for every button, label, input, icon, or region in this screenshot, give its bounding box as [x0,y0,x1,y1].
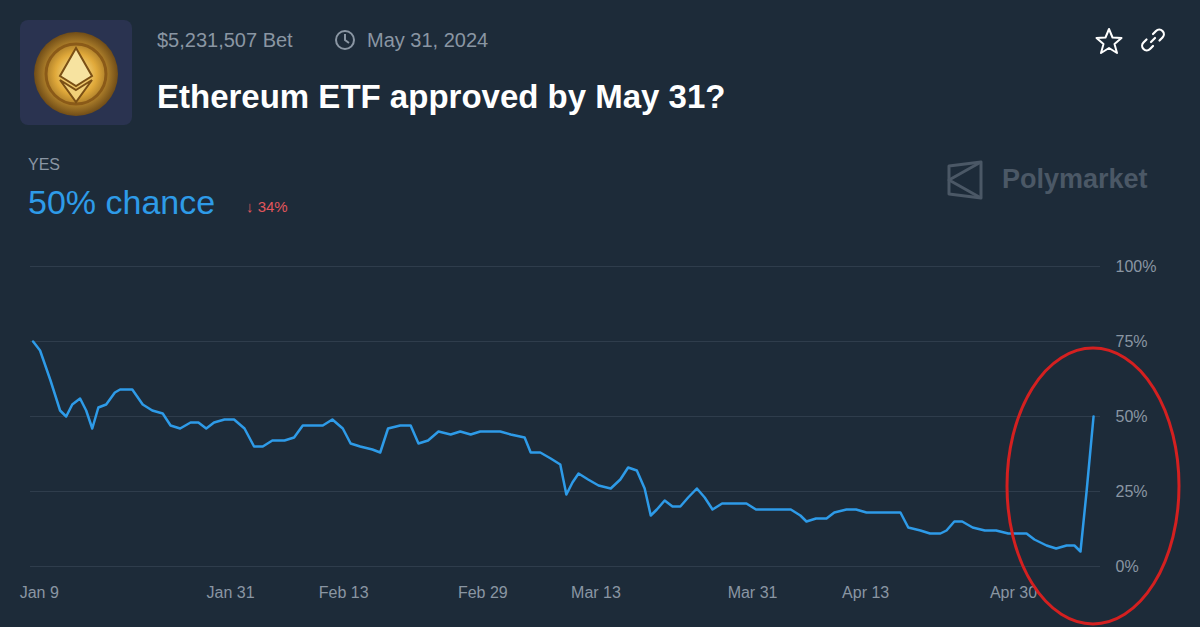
svg-text:100%: 100% [1116,258,1157,275]
svg-text:50%: 50% [1116,408,1148,425]
svg-text:0%: 0% [1116,558,1139,575]
svg-text:Feb 29: Feb 29 [458,584,508,601]
svg-text:Apr 13: Apr 13 [842,584,889,601]
html-text:May 31, 2024: May 31, 2024 [367,29,489,51]
svg-text:75%: 75% [1116,333,1148,350]
svg-text:Jan 31: Jan 31 [207,584,255,601]
html-text:$5,231,507 Bet: $5,231,507 Bet [157,29,293,51]
svg-text:25%: 25% [1116,483,1148,500]
html-text:↓ 34%: ↓ 34% [246,198,288,215]
html-text:YES: YES [28,156,60,173]
svg-text:Mar 13: Mar 13 [571,584,621,601]
html-text:Polymarket: Polymarket [1002,164,1148,194]
svg-text:Mar 31: Mar 31 [728,584,778,601]
svg-text:Feb 13: Feb 13 [319,584,369,601]
html-text:Ethereum ETF approved by May 3: Ethereum ETF approved by May 31? [157,78,726,115]
svg-text:Jan 9: Jan 9 [20,584,59,601]
svg-text:Apr 30: Apr 30 [990,584,1037,601]
html-text:50% chance: 50% chance [28,183,216,221]
